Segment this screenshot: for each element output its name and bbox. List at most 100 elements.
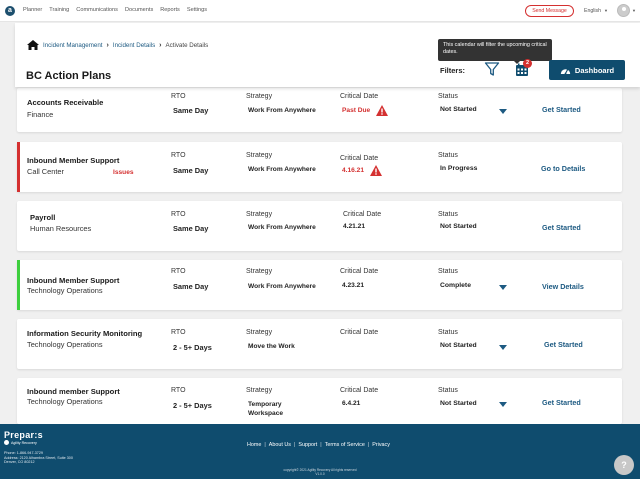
critical-date-label: Critical Date xyxy=(340,268,379,275)
footer: Prepar:s Agility Recovery Phone: 1-866-9… xyxy=(0,424,640,479)
warning-icon xyxy=(376,105,389,116)
strategy-value: Work From Anywhere xyxy=(248,283,316,290)
nav-links: Planner Training Communications Document… xyxy=(23,7,207,13)
chevron-down-icon: ▼ xyxy=(604,8,608,13)
page-header: Incident Management › Incident Details ›… xyxy=(15,23,640,87)
rto-label: RTO xyxy=(171,93,186,100)
card-title: Information Security Monitoring xyxy=(27,329,143,338)
footer-link-separator: | xyxy=(293,442,296,448)
strategy-label: Strategy xyxy=(246,329,273,336)
critical-date-value: 6.4.21 xyxy=(342,400,361,407)
footer-link-home[interactable]: Home xyxy=(247,442,262,448)
status-dropdown-caret-icon[interactable] xyxy=(499,402,507,407)
footer-link-separator: | xyxy=(320,442,322,448)
breadcrumb-incident-details[interactable]: Incident Details xyxy=(112,41,156,49)
action-plan-card: Payroll Human Resources RTO Same Day Str… xyxy=(17,201,622,251)
action-plan-card: Accounts Receivable Finance RTO Same Day… xyxy=(17,88,622,132)
footer-brand-sub: Agility Recovery xyxy=(4,440,37,445)
card-department: Human Resources xyxy=(30,224,92,233)
get-started-link[interactable]: Get Started xyxy=(542,223,581,232)
nav-link-reports[interactable]: Reports xyxy=(160,7,180,13)
issues-badge: Issues xyxy=(113,169,134,176)
nav-link-communications[interactable]: Communications xyxy=(76,7,118,13)
dashboard-button[interactable]: Dashboard xyxy=(549,60,625,80)
agility-logo-icon xyxy=(4,440,9,445)
gauge-icon xyxy=(560,68,571,74)
status-label: Status xyxy=(438,93,458,100)
footer-link-separator: | xyxy=(367,442,370,448)
avatar[interactable] xyxy=(617,4,630,17)
footer-phone: Phone: 1-866-947-3729 xyxy=(4,451,43,455)
nav-link-documents[interactable]: Documents xyxy=(124,7,154,13)
strategy-value: Move the Work xyxy=(248,343,295,350)
send-message-button[interactable]: Send Message xyxy=(525,5,574,17)
go-to-details-link[interactable]: Go to Details xyxy=(541,164,586,173)
footer-brand-sub-text: Agility Recovery xyxy=(11,440,37,445)
get-started-link[interactable]: Get Started xyxy=(542,105,581,114)
status-dropdown-caret-icon[interactable] xyxy=(499,109,507,114)
footer-address: Address: 2120 Alhambra Street, Suite 300 xyxy=(4,455,73,460)
breadcrumb: Incident Management › Incident Details ›… xyxy=(27,40,208,50)
calendar-badge: 2 xyxy=(523,59,532,68)
page-title: BC Action Plans xyxy=(26,70,112,82)
status-dropdown-caret-icon[interactable] xyxy=(499,345,507,350)
nav-link-planner[interactable]: Planner xyxy=(23,7,43,13)
footer-link-about-us[interactable]: About Us xyxy=(268,442,291,448)
critical-date-value: Past Due xyxy=(342,105,389,116)
critical-date-text: 4.16.21 xyxy=(342,167,364,174)
get-started-link[interactable]: Get Started xyxy=(542,398,581,407)
strategy-label: Strategy xyxy=(246,93,273,100)
critical-date-label: Critical Date xyxy=(340,93,379,100)
card-title: Payroll xyxy=(30,213,56,222)
strategy-label: Strategy xyxy=(246,152,273,159)
action-plan-list: Accounts Receivable Finance RTO Same Day… xyxy=(17,88,622,424)
rto-value: 2 - 5+ Days xyxy=(173,401,212,410)
language-select[interactable]: English ▼ xyxy=(584,8,608,14)
status-dropdown-caret-icon[interactable] xyxy=(499,285,507,290)
card-title: Inbound Member Support xyxy=(27,276,120,285)
card-accent-bar xyxy=(17,142,20,192)
strategy-label: Strategy xyxy=(246,211,273,218)
footer-link-separator: | xyxy=(264,442,266,448)
critical-date-value: 4.16.21 xyxy=(342,165,382,176)
breadcrumb-activate-details: Activate Details xyxy=(165,41,209,49)
status-value: Not Started xyxy=(440,400,477,407)
footer-link-terms[interactable]: Terms of Service xyxy=(324,442,365,448)
chevron-right-icon: › xyxy=(106,41,109,49)
card-title: Inbound member Support xyxy=(27,387,120,396)
rto-label: RTO xyxy=(171,329,186,336)
footer-brand-logo: Prepar:s xyxy=(4,430,43,440)
home-icon[interactable] xyxy=(27,40,39,50)
rto-value: Same Day xyxy=(173,282,209,291)
copyright-text: copyright© 2021 Agility Recovery All rig… xyxy=(283,468,357,472)
card-department: Call Center xyxy=(27,167,64,176)
chevron-down-icon[interactable]: ▼ xyxy=(632,8,636,13)
status-label: Status xyxy=(438,152,458,159)
rto-label: RTO xyxy=(171,152,186,159)
footer-link-support[interactable]: Support xyxy=(298,442,318,448)
breadcrumb-incident-management[interactable]: Incident Management xyxy=(43,41,103,49)
view-details-link[interactable]: View Details xyxy=(542,282,584,291)
rto-label: RTO xyxy=(171,387,186,394)
footer-links: Home | About Us | Support | Terms of Ser… xyxy=(247,442,390,448)
help-button[interactable]: ? xyxy=(614,455,634,475)
rto-value: Same Day xyxy=(173,166,209,175)
get-started-link[interactable]: Get Started xyxy=(544,340,583,349)
status-label: Status xyxy=(438,211,458,218)
app-logo[interactable]: a xyxy=(5,6,15,16)
strategy-value: Work From Anywhere xyxy=(248,224,316,231)
nav-link-training[interactable]: Training xyxy=(49,7,70,13)
card-department: Technology Operations xyxy=(27,340,103,349)
footer-link-privacy[interactable]: Privacy xyxy=(372,442,390,448)
action-plan-card: Inbound Member Support Call Center Issue… xyxy=(17,142,622,192)
version-text: V1.0.0 xyxy=(315,472,325,476)
action-plan-card: Inbound member Support Technology Operat… xyxy=(17,378,622,424)
nav-link-settings[interactable]: Settings xyxy=(186,7,208,13)
critical-date-label: Critical Date xyxy=(343,211,382,218)
top-nav: a Planner Training Communications Docume… xyxy=(0,0,640,22)
warning-icon xyxy=(370,165,382,176)
filter-icon[interactable] xyxy=(484,61,500,77)
chevron-right-icon: › xyxy=(159,41,162,49)
footer-city: Denver, CO 80212 xyxy=(4,460,35,465)
rto-label: RTO xyxy=(171,268,186,275)
